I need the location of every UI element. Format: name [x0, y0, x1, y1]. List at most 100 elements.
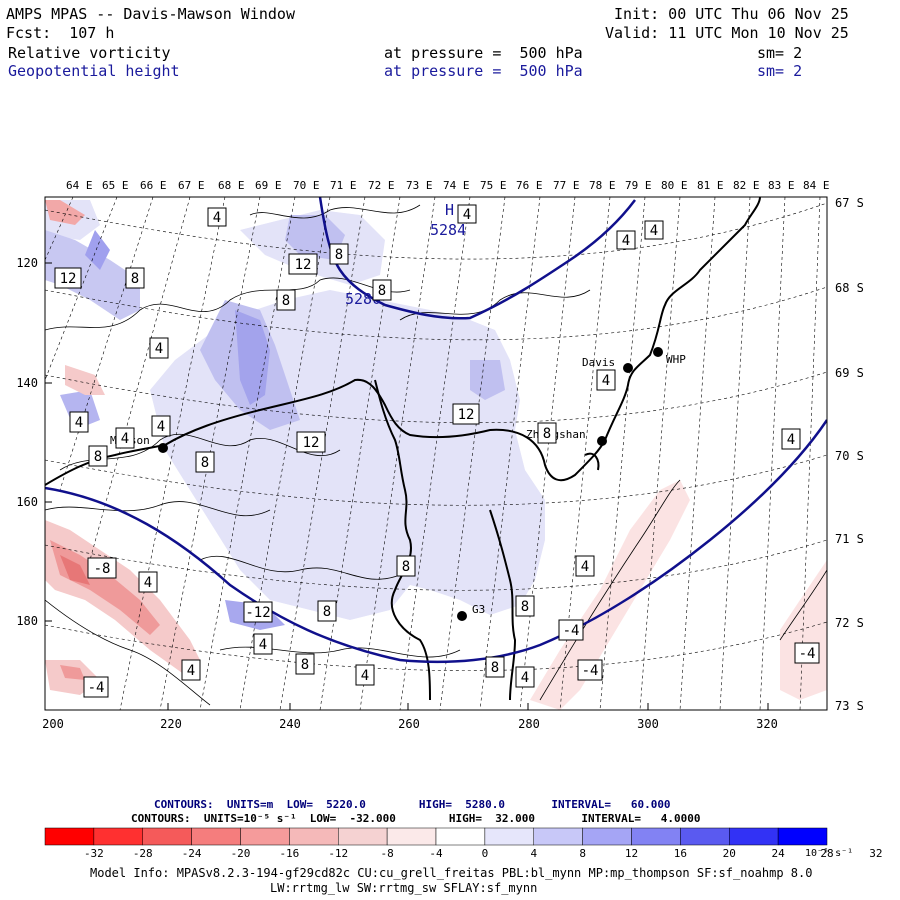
contour-label: 8: [88, 445, 108, 467]
height-contours: [45, 197, 827, 664]
init-time: Init: 00 UTC Thu 06 Nov 25: [614, 5, 849, 23]
x-tick-label: 200: [42, 717, 64, 731]
lon-label: 81 E: [697, 179, 724, 192]
lat-label: 70 S: [835, 449, 864, 463]
colorbar-label: -12: [328, 847, 348, 860]
colorbar-swatch: [44, 827, 95, 846]
svg-text:4: 4: [187, 663, 195, 679]
svg-text:-12: -12: [245, 605, 270, 621]
vorticity-shading: [45, 200, 827, 710]
lon-label: 64 E: [66, 179, 93, 192]
contour-value-labels: 4 4 4 4 12 8 12 8 8 8 4 4 12 4 4 4 8 12 …: [54, 204, 820, 698]
colorbar-label: -32: [84, 847, 104, 860]
contour-label: 4: [355, 664, 375, 686]
svg-text:-4: -4: [88, 680, 105, 696]
contour-label: 4: [115, 427, 135, 449]
station-label: WHP: [666, 353, 686, 366]
contour-label: 4: [616, 230, 636, 250]
svg-text:8: 8: [323, 604, 331, 620]
svg-text:4: 4: [787, 432, 795, 448]
colorbar-units: 10⁻⁵ s⁻¹: [805, 848, 853, 859]
colorbar-swatch: [484, 827, 534, 846]
x-ticks: [44, 703, 769, 710]
lon-label: 79 E: [625, 179, 652, 192]
colorbar-swatch: [191, 827, 241, 846]
lon-label: 66 E: [140, 179, 167, 192]
colorbar-swatch: [435, 827, 486, 846]
colorbar-swatch: [289, 827, 339, 846]
coastline: [45, 197, 761, 701]
contour-label: 4: [253, 633, 273, 655]
field2-smoothing: sm= 2: [757, 62, 803, 80]
svg-text:4: 4: [622, 233, 630, 249]
colorbar-labels: -32 -28 -24 -20 -16 -12 -8 -4 0 4 8 12 16 20 24 28 32: [84, 847, 883, 860]
model-info-physics: LW:rrtmg_lw SW:rrtmg_sw SFLAY:sf_mynn: [270, 881, 538, 895]
contour-label: -4: [794, 642, 820, 664]
svg-text:-4: -4: [582, 663, 599, 679]
valid-time: Valid: 11 UTC Mon 10 Nov 25: [605, 24, 849, 42]
lon-label: 65 E: [102, 179, 129, 192]
longitude-labels: 64 E 65 E 66 E 67 E 68 E 69 E 70 E 71 E …: [66, 179, 830, 192]
svg-text:8: 8: [301, 657, 309, 673]
station-g3[interactable]: G3: [457, 603, 485, 621]
y-tick-label: 140: [16, 376, 38, 390]
x-tick-label: 220: [160, 717, 182, 731]
field1-smoothing: sm= 2: [757, 44, 803, 62]
svg-text:8: 8: [335, 247, 343, 263]
lat-label: 68 S: [835, 281, 864, 295]
contour-label: 4: [151, 415, 171, 437]
x-tick-label: 300: [637, 717, 659, 731]
contour-label: 12: [54, 267, 82, 289]
lon-label: 82 E: [733, 179, 760, 192]
lon-label: 75 E: [480, 179, 507, 192]
station-whp[interactable]: WHP: [653, 347, 686, 366]
contour-label: 8: [295, 653, 315, 675]
colorbar-label: -16: [279, 847, 299, 860]
high-marker: H: [445, 201, 454, 219]
svg-text:4: 4: [155, 341, 163, 357]
contour-label: 8: [329, 243, 349, 265]
lat-label: 72 S: [835, 616, 864, 630]
contour-label: 8: [537, 422, 557, 444]
colorbar-label: 24: [772, 847, 786, 860]
lon-label: 71 E: [330, 179, 357, 192]
svg-text:4: 4: [463, 207, 471, 223]
svg-text:-4: -4: [563, 623, 580, 639]
colorbar-label: 28: [820, 847, 833, 860]
station-davis[interactable]: Davis: [582, 356, 633, 373]
contour-label: 4: [515, 666, 535, 688]
colorbar-label: 4: [530, 847, 537, 860]
station-label: Davis: [582, 356, 615, 369]
colorbar-swatch: [680, 827, 730, 846]
contour-label: 8: [125, 267, 145, 289]
lon-label: 73 E: [406, 179, 433, 192]
svg-text:12: 12: [458, 407, 475, 423]
height-label: 5284: [430, 221, 466, 239]
colorbar: [44, 827, 828, 846]
contour-label: 4: [207, 207, 227, 227]
svg-text:4: 4: [157, 419, 165, 435]
forecast-hour: Fcst: 107 h: [6, 24, 115, 42]
x-tick-label: 240: [279, 717, 301, 731]
svg-text:4: 4: [650, 223, 658, 239]
y-ticks: [45, 262, 52, 622]
svg-text:-8: -8: [94, 561, 111, 577]
contour-label: 4: [575, 555, 595, 577]
height-labels: H 5284 5280: [345, 201, 466, 308]
svg-text:12: 12: [295, 257, 312, 273]
svg-text:12: 12: [303, 435, 320, 451]
colorbar-label: 20: [723, 847, 736, 860]
field1-name: Relative vorticity: [8, 44, 171, 62]
colorbar-label: -20: [231, 847, 251, 860]
colorbar-label: -28: [133, 847, 153, 860]
colorbar-swatch: [338, 827, 388, 846]
contour-label: -4: [577, 659, 603, 681]
colorbar-label: 8: [579, 847, 586, 860]
svg-text:4: 4: [602, 373, 610, 389]
svg-text:4: 4: [521, 670, 529, 686]
svg-text:4: 4: [75, 415, 83, 431]
colorbar-label: -8: [381, 847, 394, 860]
lon-label: 83 E: [768, 179, 795, 192]
plot-frame: [44, 196, 828, 711]
vorticity-contour-info: CONTOURS: UNITS=10⁻⁵ s⁻¹ LOW= -32.000 HI…: [131, 812, 701, 825]
